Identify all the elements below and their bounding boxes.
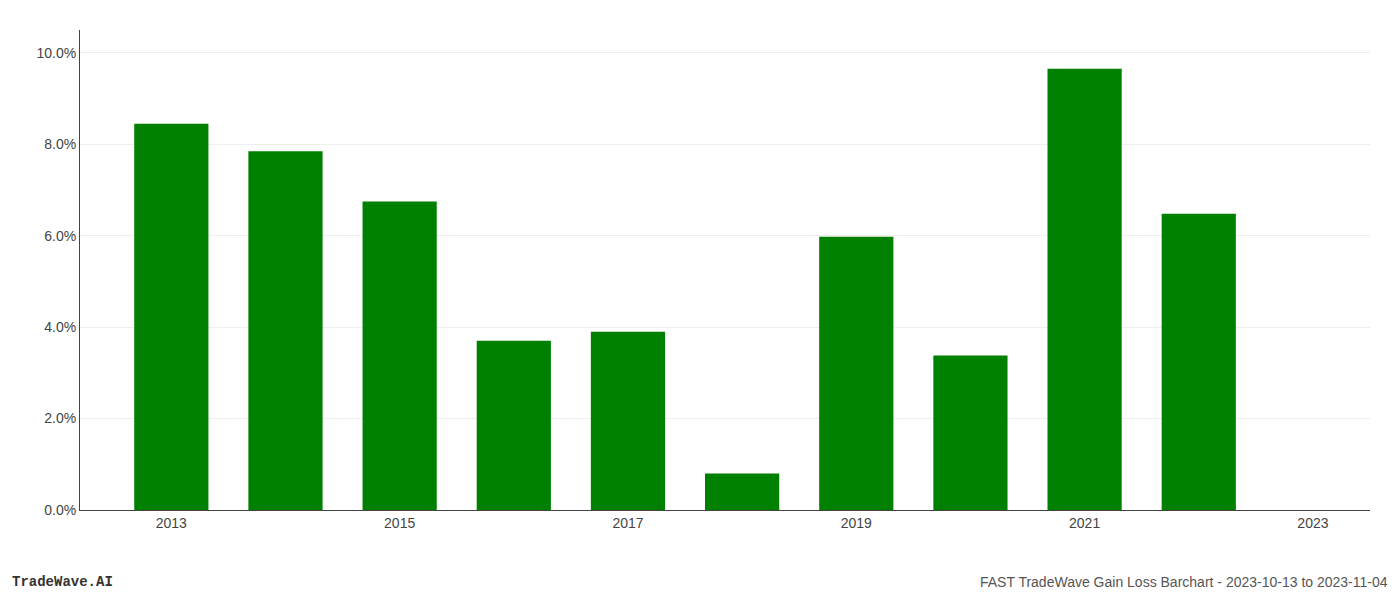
svg-text:2015: 2015 <box>384 515 415 531</box>
svg-text:8.0%: 8.0% <box>44 136 76 152</box>
svg-text:10.0%: 10.0% <box>36 45 76 61</box>
svg-text:6.0%: 6.0% <box>44 228 76 244</box>
svg-text:4.0%: 4.0% <box>44 319 76 335</box>
svg-text:2021: 2021 <box>1069 515 1100 531</box>
svg-text:FAST TradeWave Gain Loss Barch: FAST TradeWave Gain Loss Barchart - 2023… <box>980 574 1388 590</box>
svg-text:2017: 2017 <box>612 515 643 531</box>
svg-text:2.0%: 2.0% <box>44 410 76 426</box>
svg-text:0.0%: 0.0% <box>44 502 76 518</box>
svg-text:2013: 2013 <box>156 515 187 531</box>
svg-text:2023: 2023 <box>1297 515 1328 531</box>
svg-text:TradeWave.AI: TradeWave.AI <box>12 574 113 590</box>
svg-text:2019: 2019 <box>841 515 872 531</box>
